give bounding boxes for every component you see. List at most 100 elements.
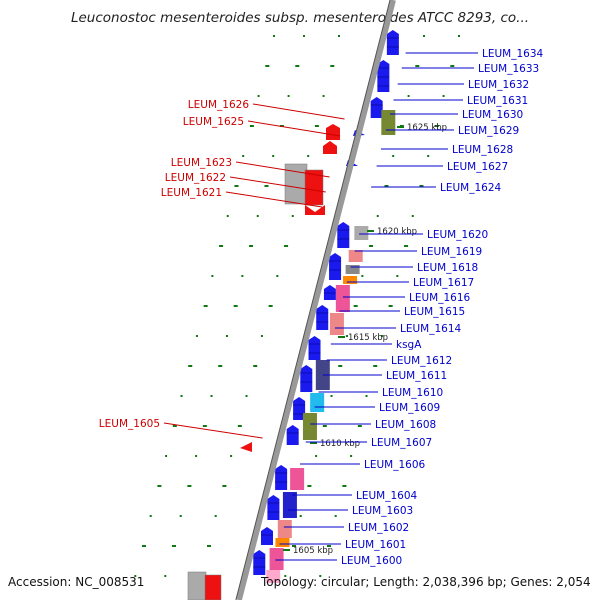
- gc-marker: [214, 515, 217, 517]
- gene-label-forward: LEUM_1611: [386, 370, 447, 382]
- gc-marker: [203, 305, 208, 307]
- gc-marker: [249, 125, 254, 127]
- gene-label-reverse: LEUM_1626: [188, 99, 250, 111]
- gc-marker: [326, 545, 331, 547]
- feature-block: [277, 520, 292, 538]
- gc-marker: [260, 335, 263, 337]
- gc-marker: [392, 155, 395, 157]
- gene-label-forward: LEUM_1604: [356, 490, 418, 502]
- gene-label-reverse: LEUM_1622: [165, 172, 226, 184]
- gc-marker: [345, 335, 348, 337]
- gc-marker: [256, 215, 259, 217]
- leader-line: [225, 191, 322, 208]
- gene-label-forward: LEUM_1620: [427, 229, 488, 241]
- gc-marker: [442, 95, 445, 97]
- gc-marker: [268, 305, 273, 307]
- cds-feature: [323, 285, 336, 300]
- gc-marker: [195, 455, 198, 457]
- gene-label-forward: LEUM_1624: [440, 182, 502, 194]
- gc-marker: [237, 425, 242, 427]
- gc-marker: [373, 365, 378, 367]
- gc-marker: [273, 35, 276, 37]
- reverse-feature: [323, 141, 337, 154]
- gc-marker: [284, 245, 289, 247]
- leader-line: [229, 176, 326, 193]
- gc-marker: [380, 335, 383, 337]
- gc-marker: [180, 395, 183, 397]
- feature-block: [345, 265, 360, 274]
- gc-marker: [264, 185, 269, 187]
- gc-marker: [338, 35, 341, 37]
- gene-label-reverse: LEUM_1625: [183, 116, 244, 128]
- gene-label-forward: LEUM_1602: [348, 522, 409, 534]
- feature-block: [282, 492, 297, 518]
- gc-marker: [265, 65, 270, 67]
- kbp-label: 1605 kbp: [293, 546, 333, 556]
- gc-marker: [141, 545, 146, 547]
- gc-marker: [388, 305, 393, 307]
- cds-feature: [337, 222, 350, 248]
- cds-feature: [260, 527, 273, 545]
- gc-marker: [226, 215, 229, 217]
- gene-label-reverse: LEUM_1621: [161, 187, 222, 199]
- feature-block: [315, 360, 330, 390]
- cds-feature: [329, 253, 342, 280]
- gc-marker: [330, 65, 335, 67]
- gene-label-reverse: LEUM_1623: [171, 157, 232, 169]
- feature-block: [275, 538, 290, 547]
- gc-marker: [149, 515, 152, 517]
- gene-label-forward: LEUM_1632: [468, 79, 529, 91]
- gc-marker: [299, 515, 302, 517]
- feature-block: [302, 413, 317, 440]
- gc-marker: [287, 95, 290, 97]
- cds-feature: [300, 365, 313, 392]
- reverse-feature: [304, 169, 324, 206]
- feature-block: [266, 570, 281, 583]
- gene-labels: LEUM_1634 LEUM_1633 LEUM_1632 LEUM_1631 LEUM…: [99, 48, 544, 567]
- gc-marker: [291, 545, 296, 547]
- gene-label-forward: LEUM_1627: [447, 161, 508, 173]
- gc-marker: [338, 365, 343, 367]
- feature-tracks: [134, 30, 461, 600]
- backbone-line: [235, 0, 396, 600]
- gene-label-forward: LEUM_1606: [364, 459, 426, 471]
- gc-marker: [330, 395, 333, 397]
- feature-block: [310, 393, 325, 412]
- gc-marker: [361, 275, 364, 277]
- gc-marker: [134, 575, 137, 577]
- feature-block: [343, 276, 358, 284]
- gc-marker: [211, 275, 214, 277]
- gene-label-forward: LEUM_1608: [375, 419, 436, 431]
- gc-marker: [295, 65, 300, 67]
- gene-label-forward: LEUM_1633: [478, 63, 539, 75]
- gene-label-forward: LEUM_1618: [417, 262, 478, 274]
- gc-marker: [376, 215, 379, 217]
- gc-marker: [407, 95, 410, 97]
- kbp-label: 1625 kbp: [407, 123, 447, 133]
- gc-marker: [276, 275, 279, 277]
- gene-label-forward: LEUM_1601: [345, 539, 406, 551]
- gc-marker: [242, 155, 245, 157]
- gc-marker: [342, 485, 347, 487]
- cds-feature: [316, 305, 329, 330]
- gc-marker: [450, 65, 455, 67]
- gc-marker: [353, 305, 358, 307]
- gc-marker: [219, 245, 224, 247]
- feature-block: [290, 468, 305, 490]
- gene-label-forward: LEUM_1615: [404, 306, 465, 318]
- gc-marker: [157, 485, 162, 487]
- gc-marker: [322, 425, 327, 427]
- leader-line: [235, 161, 330, 178]
- gene-label-forward: LEUM_1614: [400, 323, 462, 335]
- gc-marker: [187, 485, 192, 487]
- gc-marker: [218, 365, 223, 367]
- gene-label-forward: LEUM_1617: [413, 277, 474, 289]
- leader-line: [247, 120, 341, 137]
- gc-marker: [284, 575, 287, 577]
- kbp-label: 1610 kbp: [320, 439, 360, 449]
- gene-label-forward: LEUM_1631: [467, 95, 528, 107]
- gene-label-forward: LEUM_1610: [382, 387, 443, 399]
- gc-marker: [307, 485, 312, 487]
- gc-marker: [165, 455, 168, 457]
